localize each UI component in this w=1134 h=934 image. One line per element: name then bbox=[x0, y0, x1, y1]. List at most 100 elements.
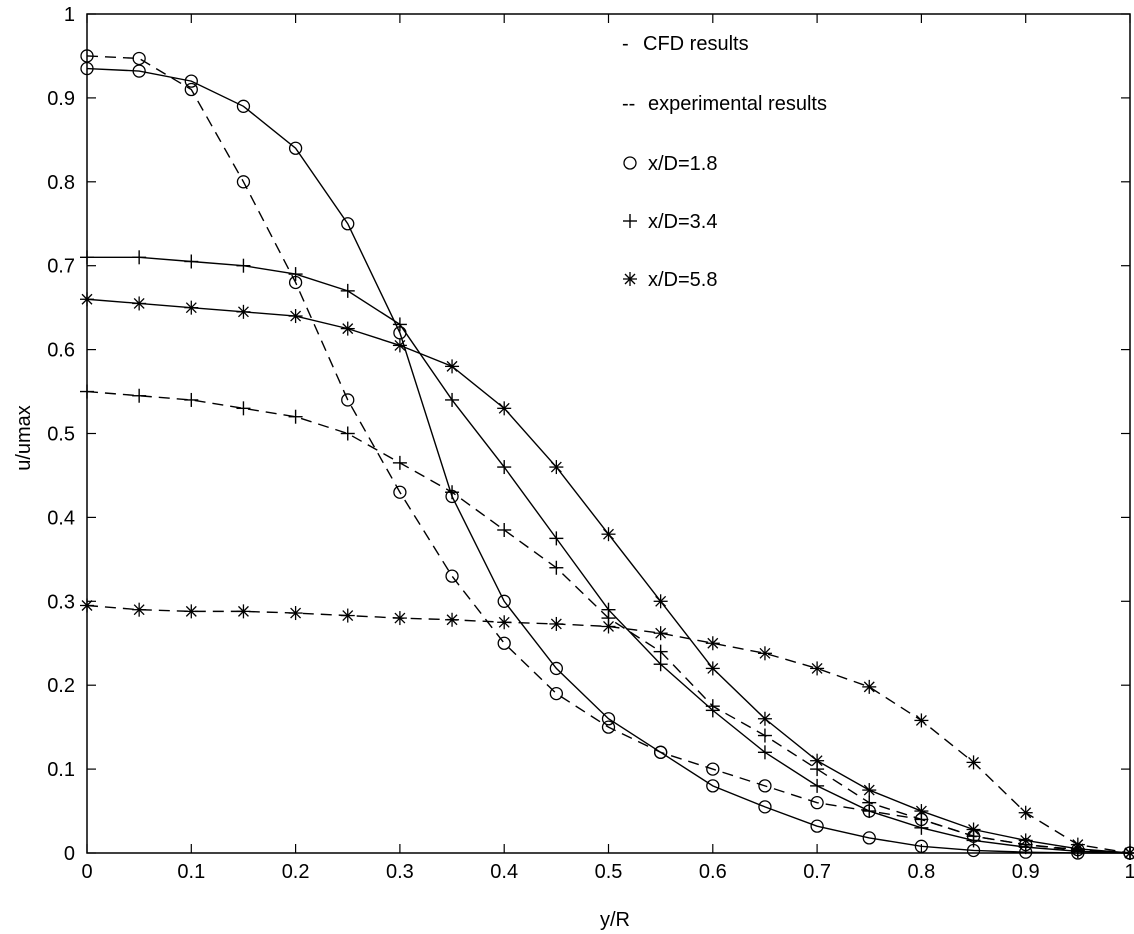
data-point bbox=[340, 426, 355, 441]
x-tick-label: 0.3 bbox=[386, 861, 414, 883]
series-line bbox=[86, 298, 1131, 854]
data-point bbox=[810, 796, 824, 810]
data-point bbox=[706, 762, 720, 776]
star-d2 bbox=[759, 713, 771, 725]
star-d2 bbox=[498, 402, 510, 414]
star-d2 bbox=[342, 610, 354, 622]
star-d2 bbox=[707, 662, 719, 674]
data-point bbox=[445, 359, 460, 374]
circle-marker bbox=[341, 393, 355, 407]
circle-marker bbox=[549, 661, 563, 676]
circle-marker bbox=[810, 796, 824, 810]
data-point bbox=[445, 485, 460, 500]
circle-marker bbox=[549, 686, 563, 701]
data-point bbox=[758, 779, 772, 793]
series-1 bbox=[80, 49, 1134, 860]
data-point bbox=[549, 686, 563, 701]
star-d2 bbox=[863, 681, 875, 693]
y-tick-label: 0.7 bbox=[47, 256, 75, 278]
circle-marker bbox=[236, 99, 251, 113]
legend-item: -- experimental results bbox=[622, 93, 827, 115]
star-d2 bbox=[81, 293, 93, 305]
circle-marker bbox=[132, 51, 146, 66]
star-d2 bbox=[811, 662, 823, 674]
data-point bbox=[654, 745, 668, 759]
star-d2 bbox=[863, 784, 875, 796]
star-d2 bbox=[915, 805, 927, 817]
star-d2 bbox=[290, 607, 302, 619]
data-point bbox=[497, 615, 512, 630]
data-point bbox=[549, 531, 564, 546]
star-d2 bbox=[81, 600, 93, 611]
y-tick-label: 0.5 bbox=[47, 424, 75, 446]
star-d2 bbox=[394, 612, 406, 624]
star-d2 bbox=[498, 616, 510, 628]
circle-marker bbox=[445, 569, 459, 583]
star-d2 bbox=[811, 755, 823, 767]
data-point bbox=[445, 392, 460, 407]
circle-marker bbox=[706, 779, 720, 793]
legend: - CFD results -- experimental results x/D=1.… bbox=[622, 33, 827, 291]
data-point bbox=[132, 296, 147, 311]
x-tick-label: 0 bbox=[81, 861, 92, 883]
data-point bbox=[757, 728, 772, 743]
data-point bbox=[184, 300, 199, 315]
data-point bbox=[810, 778, 825, 793]
circle-marker bbox=[341, 217, 355, 231]
data-point bbox=[601, 712, 616, 726]
legend-item: - CFD results bbox=[622, 33, 749, 55]
data-point bbox=[80, 384, 94, 399]
y-tick-label: 0.1 bbox=[47, 759, 75, 781]
data-point bbox=[549, 460, 564, 475]
data-point bbox=[445, 569, 459, 583]
series-0 bbox=[80, 61, 1134, 860]
data-point bbox=[80, 292, 94, 307]
star-d2 bbox=[342, 323, 354, 335]
x-tick-label: 0.7 bbox=[803, 861, 831, 883]
legend-item: x/D=5.8 bbox=[623, 269, 717, 291]
data-point bbox=[862, 831, 876, 845]
x-tick-label: 0.6 bbox=[699, 861, 727, 883]
star-d2 bbox=[603, 528, 614, 540]
data-point bbox=[288, 309, 303, 324]
data-point bbox=[236, 304, 251, 319]
data-point bbox=[706, 779, 720, 793]
data-point bbox=[392, 611, 407, 626]
data-point bbox=[288, 409, 303, 424]
data-point bbox=[132, 388, 147, 403]
circle-marker bbox=[654, 745, 668, 759]
star-d2 bbox=[237, 605, 249, 617]
data-point bbox=[80, 250, 94, 265]
data-point bbox=[757, 646, 772, 661]
y-tick-label: 0 bbox=[64, 843, 75, 865]
circle-marker bbox=[810, 819, 824, 833]
y-tick-label: 0.3 bbox=[47, 591, 75, 613]
x-axis-label: y/R bbox=[600, 909, 630, 931]
data-point bbox=[1018, 805, 1033, 820]
data-point bbox=[810, 661, 825, 676]
data-point bbox=[497, 522, 512, 537]
circle-marker bbox=[288, 141, 303, 155]
star-d2 bbox=[185, 605, 197, 617]
legend-symbol: -- bbox=[622, 93, 635, 115]
star-d2 bbox=[550, 461, 562, 473]
legend-marker bbox=[623, 214, 637, 228]
data-point bbox=[497, 594, 511, 608]
legend-label: x/D=5.8 bbox=[648, 269, 717, 291]
data-point bbox=[236, 99, 251, 113]
circle-marker bbox=[601, 720, 616, 734]
data-point bbox=[341, 217, 355, 231]
star-d2 bbox=[915, 714, 927, 726]
data-point bbox=[80, 49, 94, 63]
y-axis-label: u/umax bbox=[13, 405, 35, 471]
data-point bbox=[236, 401, 251, 416]
legend-label: experimental results bbox=[648, 93, 827, 115]
x-tick-label: 0.2 bbox=[282, 861, 310, 883]
data-point bbox=[914, 804, 929, 819]
x-tick-label: 0.9 bbox=[1012, 861, 1040, 883]
tick-layer: 0 0.1 0.2 0.3 0.4 0.5 0.6 0.7 0.8 0.9 1 0 0.1 0.2 0.3 0… bbox=[47, 4, 1134, 883]
series-2 bbox=[80, 250, 1134, 860]
series-5 bbox=[80, 598, 1134, 860]
y-tick-label: 1 bbox=[64, 4, 75, 26]
